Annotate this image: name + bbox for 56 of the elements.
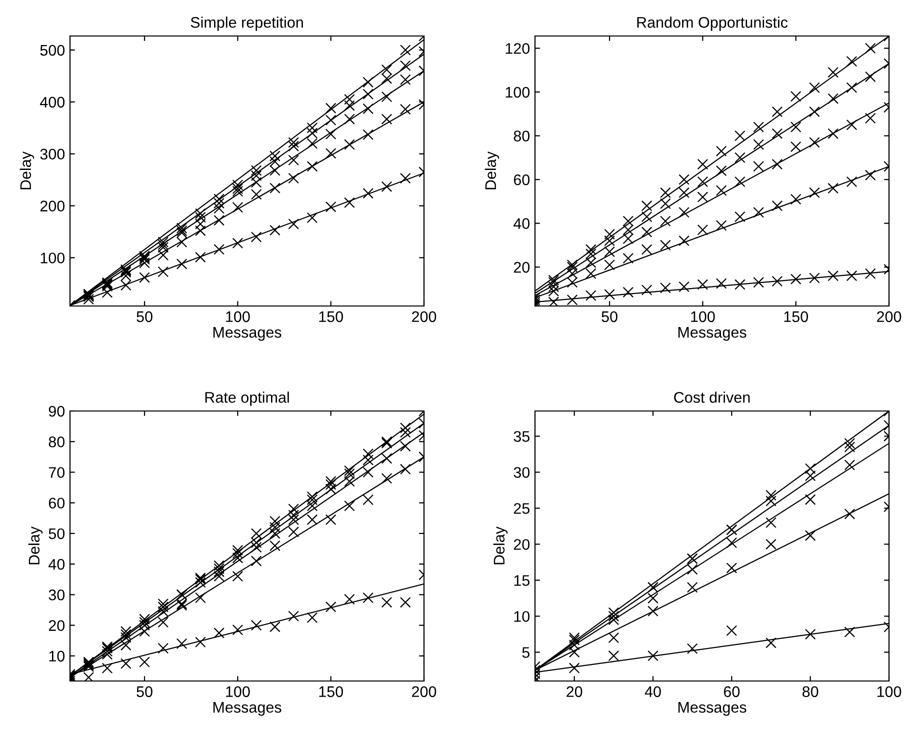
y-axis-title: Delay xyxy=(484,152,500,190)
x-tick-label: 50 xyxy=(136,311,152,322)
x-tick-label: 60 xyxy=(724,686,740,698)
x-tick-label: 200 xyxy=(412,311,436,322)
y-tick-label: 70 xyxy=(48,467,65,478)
y-tick-label: 30 xyxy=(48,590,65,600)
y-tick-label: 20 xyxy=(514,539,530,550)
y-tick-label: 400 xyxy=(40,96,65,108)
y-tick-label: 20 xyxy=(48,620,65,631)
x-tick-label: 40 xyxy=(644,686,661,698)
y-tick-label: 10 xyxy=(514,611,530,622)
chart-title: Cost driven xyxy=(674,392,750,403)
x-tick-label: 100 xyxy=(877,686,902,698)
y-tick-label: 40 xyxy=(48,558,65,570)
x-tick-label: 150 xyxy=(319,686,343,698)
y-tick-label: 100 xyxy=(506,86,530,98)
y-tick-label: 10 xyxy=(49,650,65,662)
y-tick-label: 50 xyxy=(48,528,65,540)
x-axis-title: Messages xyxy=(213,702,282,716)
y-tick-label: 120 xyxy=(506,43,530,54)
y-tick-label: 35 xyxy=(514,431,530,442)
x-tick-label: 200 xyxy=(877,311,902,322)
y-tick-label: 30 xyxy=(514,467,530,478)
y-axis-title: Delay xyxy=(28,526,43,564)
chart-title: Simple repetition xyxy=(190,16,303,31)
y-tick-label: 5 xyxy=(522,647,530,658)
y-tick-label: 200 xyxy=(40,200,65,212)
y-tick-label: 80 xyxy=(514,130,530,142)
y-tick-label: 25 xyxy=(514,503,530,514)
y-tick-label: 500 xyxy=(40,44,65,56)
y-tick-label: 80 xyxy=(48,436,65,448)
x-tick-label: 200 xyxy=(412,686,436,698)
y-tick-label: 100 xyxy=(40,252,65,264)
x-tick-label: 80 xyxy=(802,686,818,698)
y-tick-label: 40 xyxy=(514,218,530,229)
x-tick-label: 100 xyxy=(226,686,250,698)
x-tick-label: 100 xyxy=(691,311,715,322)
x-axis-title: Messages xyxy=(678,327,746,341)
x-tick-label: 50 xyxy=(602,311,618,322)
chart-title: Rate optimal xyxy=(205,392,289,406)
x-tick-label: 50 xyxy=(136,686,152,698)
y-tick-label: 60 xyxy=(48,498,65,509)
x-tick-label: 100 xyxy=(226,311,250,322)
x-axis-title: Messages xyxy=(213,327,282,341)
y-axis-title: Delay xyxy=(493,526,508,564)
y-tick-label: 20 xyxy=(514,262,530,273)
y-tick-label: 300 xyxy=(40,148,65,160)
y-tick-label: 90 xyxy=(48,406,65,417)
x-tick-label: 150 xyxy=(784,311,808,322)
y-tick-label: 15 xyxy=(514,575,530,586)
y-axis-title: Delay xyxy=(20,152,34,190)
x-tick-label: 20 xyxy=(566,686,582,698)
y-tick-label: 60 xyxy=(514,174,530,186)
x-axis-title: Messages xyxy=(678,702,746,716)
chart-title: Random Opportunistic xyxy=(637,16,788,31)
x-tick-label: 150 xyxy=(319,311,343,322)
